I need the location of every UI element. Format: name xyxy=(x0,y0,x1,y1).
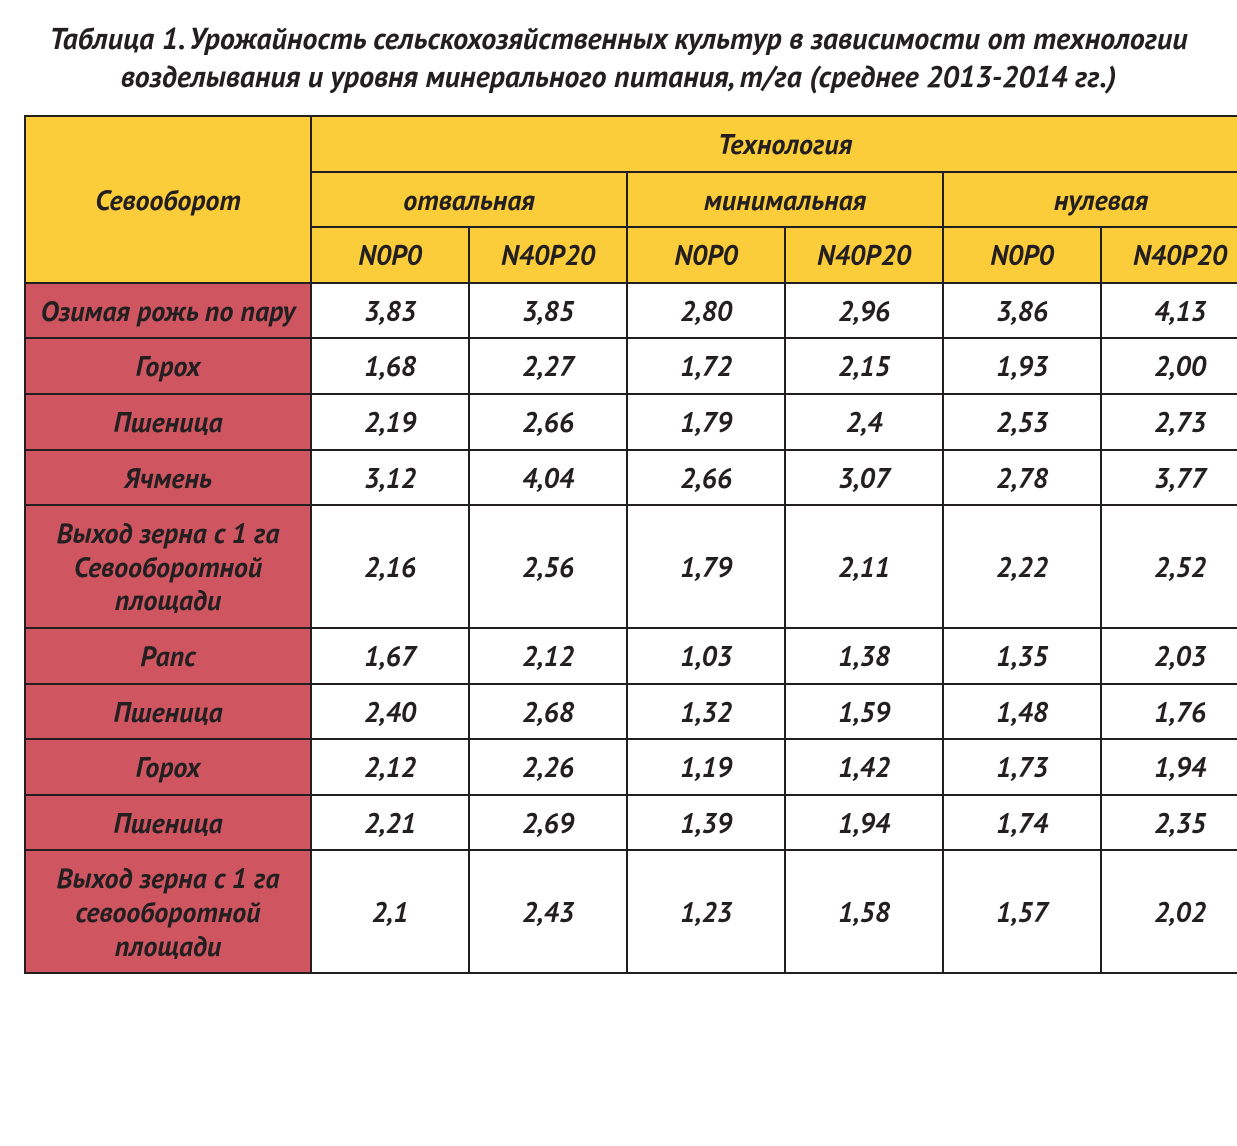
table-title: Таблица 1. Урожайность сельскохозяйствен… xyxy=(34,20,1203,95)
cell-value: 2,52 xyxy=(1101,505,1237,628)
table-row: Горох2,122,261,191,421,731,94 xyxy=(25,739,1237,795)
header-level-5: N40P20 xyxy=(1101,227,1237,283)
cell-value: 1,39 xyxy=(627,795,785,851)
row-label: Озимая рожь по пару xyxy=(25,283,311,339)
cell-value: 1,67 xyxy=(311,628,469,684)
cell-value: 2,21 xyxy=(311,795,469,851)
row-label: Пшеница xyxy=(25,394,311,450)
cell-value: 1,79 xyxy=(627,394,785,450)
cell-value: 2,11 xyxy=(785,505,943,628)
cell-value: 3,77 xyxy=(1101,450,1237,506)
cell-value: 1,58 xyxy=(785,850,943,973)
header-level-3: N40P20 xyxy=(785,227,943,283)
cell-value: 2,22 xyxy=(943,505,1101,628)
cell-value: 1,32 xyxy=(627,684,785,740)
table-body: Озимая рожь по пару3,833,852,802,963,864… xyxy=(25,283,1237,973)
cell-value: 4,04 xyxy=(469,450,627,506)
table-row: Рапс1,672,121,031,381,352,03 xyxy=(25,628,1237,684)
table-row: Выход зерна с 1 га Севооборот­ной площад… xyxy=(25,505,1237,628)
cell-value: 3,83 xyxy=(311,283,469,339)
cell-value: 2,40 xyxy=(311,684,469,740)
table-row: Озимая рожь по пару3,833,852,802,963,864… xyxy=(25,283,1237,339)
cell-value: 2,80 xyxy=(627,283,785,339)
cell-value: 2,4 xyxy=(785,394,943,450)
cell-value: 1,38 xyxy=(785,628,943,684)
row-label: Выход зерна с 1 га Севооборот­ной площад… xyxy=(25,505,311,628)
header-subgroup-1: минимальная xyxy=(627,172,943,228)
cell-value: 1,35 xyxy=(943,628,1101,684)
cell-value: 1,93 xyxy=(943,338,1101,394)
cell-value: 1,03 xyxy=(627,628,785,684)
row-label: Рапс xyxy=(25,628,311,684)
cell-value: 2,02 xyxy=(1101,850,1237,973)
cell-value: 2,73 xyxy=(1101,394,1237,450)
row-label: Ячмень xyxy=(25,450,311,506)
cell-value: 3,12 xyxy=(311,450,469,506)
cell-value: 2,00 xyxy=(1101,338,1237,394)
cell-value: 2,03 xyxy=(1101,628,1237,684)
cell-value: 1,19 xyxy=(627,739,785,795)
header-level-2: N0P0 xyxy=(627,227,785,283)
header-level-0: N0P0 xyxy=(311,227,469,283)
cell-value: 2,26 xyxy=(469,739,627,795)
cell-value: 2,19 xyxy=(311,394,469,450)
table-head: Севооборот Технология отвальная минималь… xyxy=(25,116,1237,283)
cell-value: 1,42 xyxy=(785,739,943,795)
header-level-4: N0P0 xyxy=(943,227,1101,283)
cell-value: 2,66 xyxy=(627,450,785,506)
cell-value: 1,94 xyxy=(1101,739,1237,795)
yield-table: Севооборот Технология отвальная минималь… xyxy=(24,115,1237,974)
cell-value: 2,96 xyxy=(785,283,943,339)
cell-value: 1,94 xyxy=(785,795,943,851)
row-label: Горох xyxy=(25,739,311,795)
page: Таблица 1. Урожайность сельскохозяйствен… xyxy=(0,0,1237,1002)
cell-value: 2,12 xyxy=(469,628,627,684)
cell-value: 1,76 xyxy=(1101,684,1237,740)
cell-value: 1,74 xyxy=(943,795,1101,851)
cell-value: 2,78 xyxy=(943,450,1101,506)
cell-value: 1,57 xyxy=(943,850,1101,973)
row-label: Пшеница xyxy=(25,684,311,740)
cell-value: 2,68 xyxy=(469,684,627,740)
cell-value: 2,16 xyxy=(311,505,469,628)
cell-value: 1,79 xyxy=(627,505,785,628)
cell-value: 2,27 xyxy=(469,338,627,394)
table-row: Пшеница2,192,661,792,42,532,73 xyxy=(25,394,1237,450)
table-row: Пшеница2,402,681,321,591,481,76 xyxy=(25,684,1237,740)
table-row: Горох1,682,271,722,151,932,00 xyxy=(25,338,1237,394)
row-label: Горох xyxy=(25,338,311,394)
cell-value: 1,68 xyxy=(311,338,469,394)
header-level-1: N40P20 xyxy=(469,227,627,283)
cell-value: 2,12 xyxy=(311,739,469,795)
cell-value: 3,85 xyxy=(469,283,627,339)
cell-value: 2,35 xyxy=(1101,795,1237,851)
cell-value: 2,1 xyxy=(311,850,469,973)
header-subgroup-2: нулевая xyxy=(943,172,1237,228)
cell-value: 3,07 xyxy=(785,450,943,506)
header-group: Технология xyxy=(311,116,1237,172)
cell-value: 4,13 xyxy=(1101,283,1237,339)
cell-value: 2,56 xyxy=(469,505,627,628)
cell-value: 2,53 xyxy=(943,394,1101,450)
cell-value: 1,48 xyxy=(943,684,1101,740)
cell-value: 2,66 xyxy=(469,394,627,450)
cell-value: 3,86 xyxy=(943,283,1101,339)
table-row: Выход зерна с 1 га севооборот­ной площад… xyxy=(25,850,1237,973)
cell-value: 1,72 xyxy=(627,338,785,394)
table-row: Пшеница2,212,691,391,941,742,35 xyxy=(25,795,1237,851)
cell-value: 2,15 xyxy=(785,338,943,394)
table-row: Ячмень3,124,042,663,072,783,77 xyxy=(25,450,1237,506)
cell-value: 1,59 xyxy=(785,684,943,740)
cell-value: 2,43 xyxy=(469,850,627,973)
row-label: Пшеница xyxy=(25,795,311,851)
header-corner: Севооборот xyxy=(25,116,311,283)
header-subgroup-0: отвальная xyxy=(311,172,627,228)
cell-value: 1,23 xyxy=(627,850,785,973)
cell-value: 2,69 xyxy=(469,795,627,851)
row-label: Выход зерна с 1 га севооборот­ной площад… xyxy=(25,850,311,973)
cell-value: 1,73 xyxy=(943,739,1101,795)
